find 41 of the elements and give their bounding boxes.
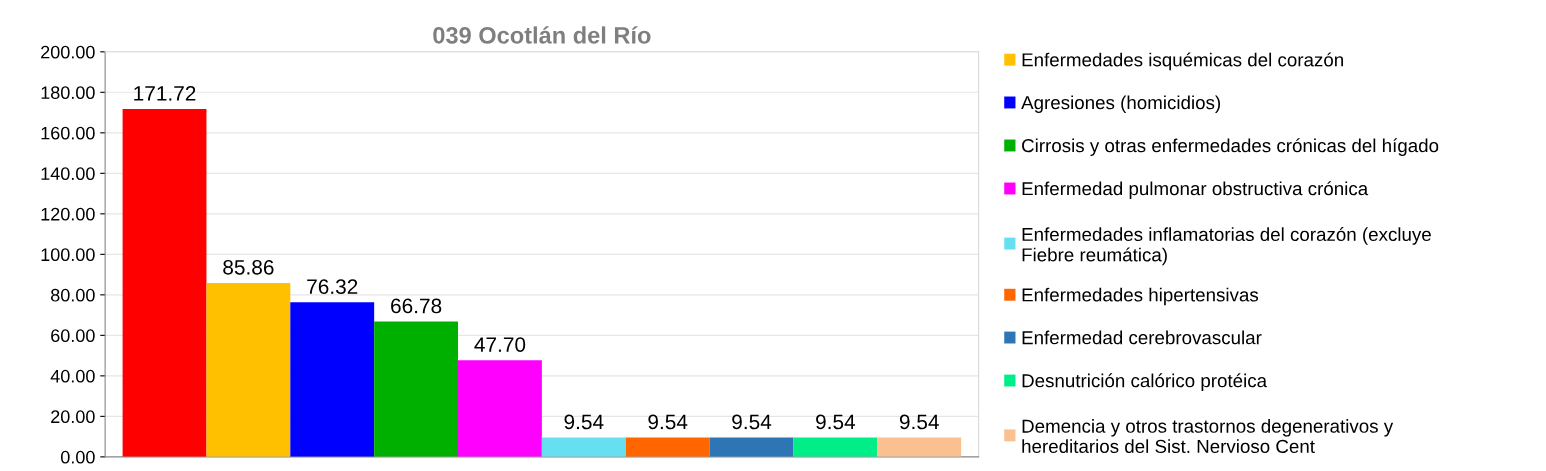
bar — [709, 437, 794, 457]
y-tick-label: 20.00 — [51, 410, 95, 424]
y-tick-label: 160.00 — [41, 126, 95, 140]
legend-label: Desnutrición calórico protéica — [1022, 373, 1268, 392]
y-tick-label: 180.00 — [41, 86, 95, 100]
y-tick-label: 60.00 — [51, 329, 95, 343]
y-tick-label: 80.00 — [51, 288, 95, 302]
y-tick-label: 40.00 — [50, 369, 95, 383]
legend-label: Enfermedades inflamatorias del corazón (excluye Fiebre reumática) — [1022, 227, 1431, 266]
bar — [877, 437, 962, 457]
data-label: 9.54 — [816, 414, 856, 430]
legend-label: Cirrosis y otras enfermedades crónicas del hígado — [1022, 138, 1439, 156]
data-label: 9.54 — [732, 414, 772, 430]
bar — [541, 437, 626, 457]
bar — [374, 321, 459, 457]
data-label: 171.72 — [134, 86, 196, 101]
bar — [458, 360, 542, 457]
legend-label: Enfermedades isquémicas del corazón — [1022, 52, 1343, 71]
y-tick-label: 0.00 — [60, 450, 95, 464]
legend-label: Enfermedades hipertensivas — [1022, 287, 1259, 306]
data-label: 9.54 — [564, 414, 604, 430]
bar — [290, 302, 375, 457]
y-tick-label: 200.00 — [41, 45, 95, 59]
bar — [793, 437, 878, 457]
data-label: 47.70 — [474, 337, 526, 352]
data-label: 9.54 — [648, 414, 688, 430]
y-tick-label: 140.00 — [41, 167, 95, 181]
y-tick-label: 120.00 — [41, 207, 95, 221]
data-label: 76.32 — [307, 279, 358, 295]
data-label: 85.86 — [223, 259, 274, 275]
bar — [206, 282, 291, 457]
y-tick-label: 100.00 — [41, 248, 95, 262]
bar — [625, 437, 710, 457]
chart-title: 039 Ocotlán del Río — [433, 26, 651, 44]
data-label: 66.78 — [391, 298, 442, 314]
legend-label: Agresiones (homicidios) — [1021, 95, 1221, 113]
data-label: 9.54 — [899, 414, 939, 430]
legend-label: Enfermedad pulmonar obstructiva crónica — [1022, 181, 1369, 199]
bar — [122, 109, 207, 457]
legend-label: Demencia y otros trastornos degenerativos y hereditarios del Sist. Nervioso Cent — [1022, 419, 1394, 454]
legend-label: Enfermedad cerebrovascular — [1022, 330, 1262, 345]
